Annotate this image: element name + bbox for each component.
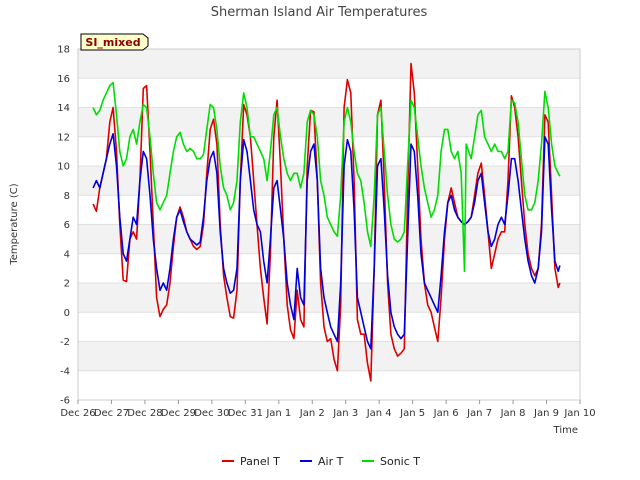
x-tick-label: Jan 10: [563, 408, 595, 419]
x-tick-label: Jan 8: [500, 408, 526, 419]
chart-title: Sherman Island Air Temperatures: [211, 5, 428, 20]
y-tick-label: 4: [64, 249, 70, 260]
series-line-air-t: [92, 133, 561, 350]
x-tick-label: Dec 27: [94, 408, 129, 419]
x-tick-label: Dec 29: [161, 408, 196, 419]
series-line-sonic-t: [92, 81, 561, 273]
y-axis-label: Temperature (C): [9, 183, 20, 265]
plot-band: [78, 49, 580, 79]
x-tick-label: Dec 28: [127, 408, 162, 419]
y-tick-label: 2: [64, 279, 70, 290]
x-axis-label: Time: [553, 425, 578, 436]
plot-band: [78, 107, 580, 137]
series-layer: [92, 62, 561, 382]
legend: Panel T Air T Sonic T: [222, 455, 420, 468]
y-tick-label: -4: [60, 366, 70, 377]
x-tick-label: Jan 2: [299, 408, 325, 419]
legend-label: Air T: [318, 455, 344, 468]
legend-label: Panel T: [240, 455, 280, 468]
y-axis-ticks: -6 -4 -2 0 2 4 6 8 10 12 14 16 18: [57, 45, 70, 407]
x-tick-label: Dec 31: [228, 408, 263, 419]
plot-frame: [77, 48, 581, 401]
y-tick-label: 8: [64, 191, 70, 202]
y-tick-label: 16: [57, 74, 70, 85]
plot-band: [78, 166, 580, 196]
y-tick-label: -2: [60, 337, 70, 348]
y-tick-label: 10: [57, 162, 70, 173]
plot-band: [78, 283, 580, 313]
x-tick-label: Jan 4: [366, 408, 392, 419]
legend-label: Sonic T: [380, 455, 420, 468]
x-tick-label: Dec 30: [194, 408, 229, 419]
y-tick-label: 6: [64, 220, 70, 231]
x-tick-label: Jan 6: [433, 408, 459, 419]
site-badge-text: SI_mixed: [85, 36, 140, 49]
x-tick-label: Jan 7: [466, 408, 492, 419]
y-tick-label: 14: [57, 103, 70, 114]
site-badge: SI_mixed: [80, 33, 149, 51]
x-tick-label: Jan 5: [399, 408, 425, 419]
x-tick-label: Jan 1: [265, 408, 291, 419]
x-tick-label: Jan 3: [332, 408, 358, 419]
x-tick-label: Dec 26: [60, 408, 95, 419]
y-tick-label: 0: [64, 308, 70, 319]
series-line-panel-t: [92, 62, 561, 382]
y-tick-label: 18: [57, 45, 70, 56]
plot-band: [78, 341, 580, 371]
y-tick-label: -6: [60, 396, 70, 407]
x-tick-label: Jan 9: [533, 408, 559, 419]
y-tick-label: 12: [57, 132, 70, 143]
